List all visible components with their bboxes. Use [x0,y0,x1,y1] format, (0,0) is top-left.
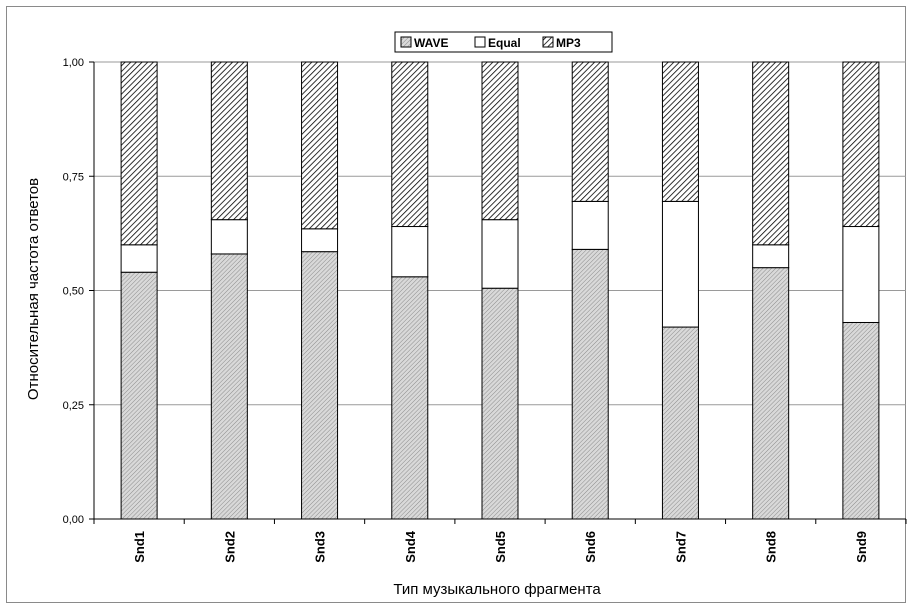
bar-segment-equal [392,227,428,277]
legend-swatch [543,37,553,47]
legend-label: Equal [488,36,521,50]
y-tick-label: 0,75 [63,171,84,183]
bar-segment-equal [662,201,698,327]
bar-segment-wave [843,322,879,519]
y-tick-label: 0,50 [63,286,84,298]
bar-segment-wave [662,327,698,519]
bar-segment-wave [302,252,338,519]
legend-label: MP3 [556,36,581,50]
legend-swatch [475,37,485,47]
bar-segment-mp3 [572,62,608,201]
bar-segment-wave [121,272,157,519]
bar-segment-mp3 [662,62,698,201]
bar-segment-wave [392,277,428,519]
x-tick-label: Snd1 [132,531,147,563]
y-tick-label: 1,00 [63,57,84,69]
x-tick-label: Snd8 [764,531,779,563]
bar-segment-equal [211,220,247,254]
bar-segment-wave [482,288,518,519]
bar-segment-wave [572,249,608,519]
x-tick-label: Snd3 [313,531,328,563]
bar-segment-equal [121,245,157,272]
bar-segment-mp3 [121,62,157,245]
bar-segment-equal [572,201,608,249]
y-tick-label: 0,00 [63,514,84,526]
x-tick-label: Snd6 [583,531,598,563]
x-tick-label: Snd2 [222,531,237,563]
bar-segment-mp3 [392,62,428,227]
y-axis-title: Относительная частота ответов [25,178,42,400]
bar-segment-mp3 [211,62,247,220]
x-tick-label: Snd9 [854,531,869,563]
bars [121,62,879,519]
legend: WAVE Equal MP3 [395,32,612,52]
bar-segment-mp3 [843,62,879,227]
bar-segment-equal [753,245,789,268]
legend-swatch [401,37,411,47]
tick-labels: 0,00 0,25 0,50 0,75 1,00 Snd1 Snd2 Snd3 Snd4 Snd5… [63,57,869,563]
x-axis-title: Тип музыкального фрагмента [393,581,601,598]
bar-segment-equal [843,227,879,323]
bar-segment-wave [753,268,789,519]
x-tick-label: Snd5 [493,531,508,563]
y-tick-label: 0,25 [63,400,84,412]
bar-segment-mp3 [482,62,518,220]
bar-segment-mp3 [302,62,338,229]
bar-segment-wave [211,254,247,519]
legend-label: WAVE [414,36,448,50]
bar-segment-equal [482,220,518,289]
x-tick-label: Snd7 [673,531,688,563]
bar-segment-equal [302,229,338,252]
x-tick-label: Snd4 [403,530,418,563]
bar-segment-mp3 [753,62,789,245]
